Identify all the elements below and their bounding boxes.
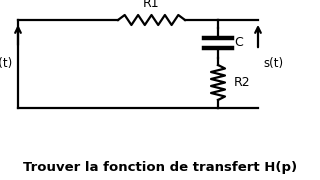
Text: C: C xyxy=(234,37,243,50)
Text: R2: R2 xyxy=(234,76,251,89)
Text: R1: R1 xyxy=(143,0,160,10)
Text: Trouver la fonction de transfert H(p): Trouver la fonction de transfert H(p) xyxy=(23,161,297,174)
Text: s(t): s(t) xyxy=(263,57,283,71)
Text: e(t): e(t) xyxy=(0,57,13,71)
